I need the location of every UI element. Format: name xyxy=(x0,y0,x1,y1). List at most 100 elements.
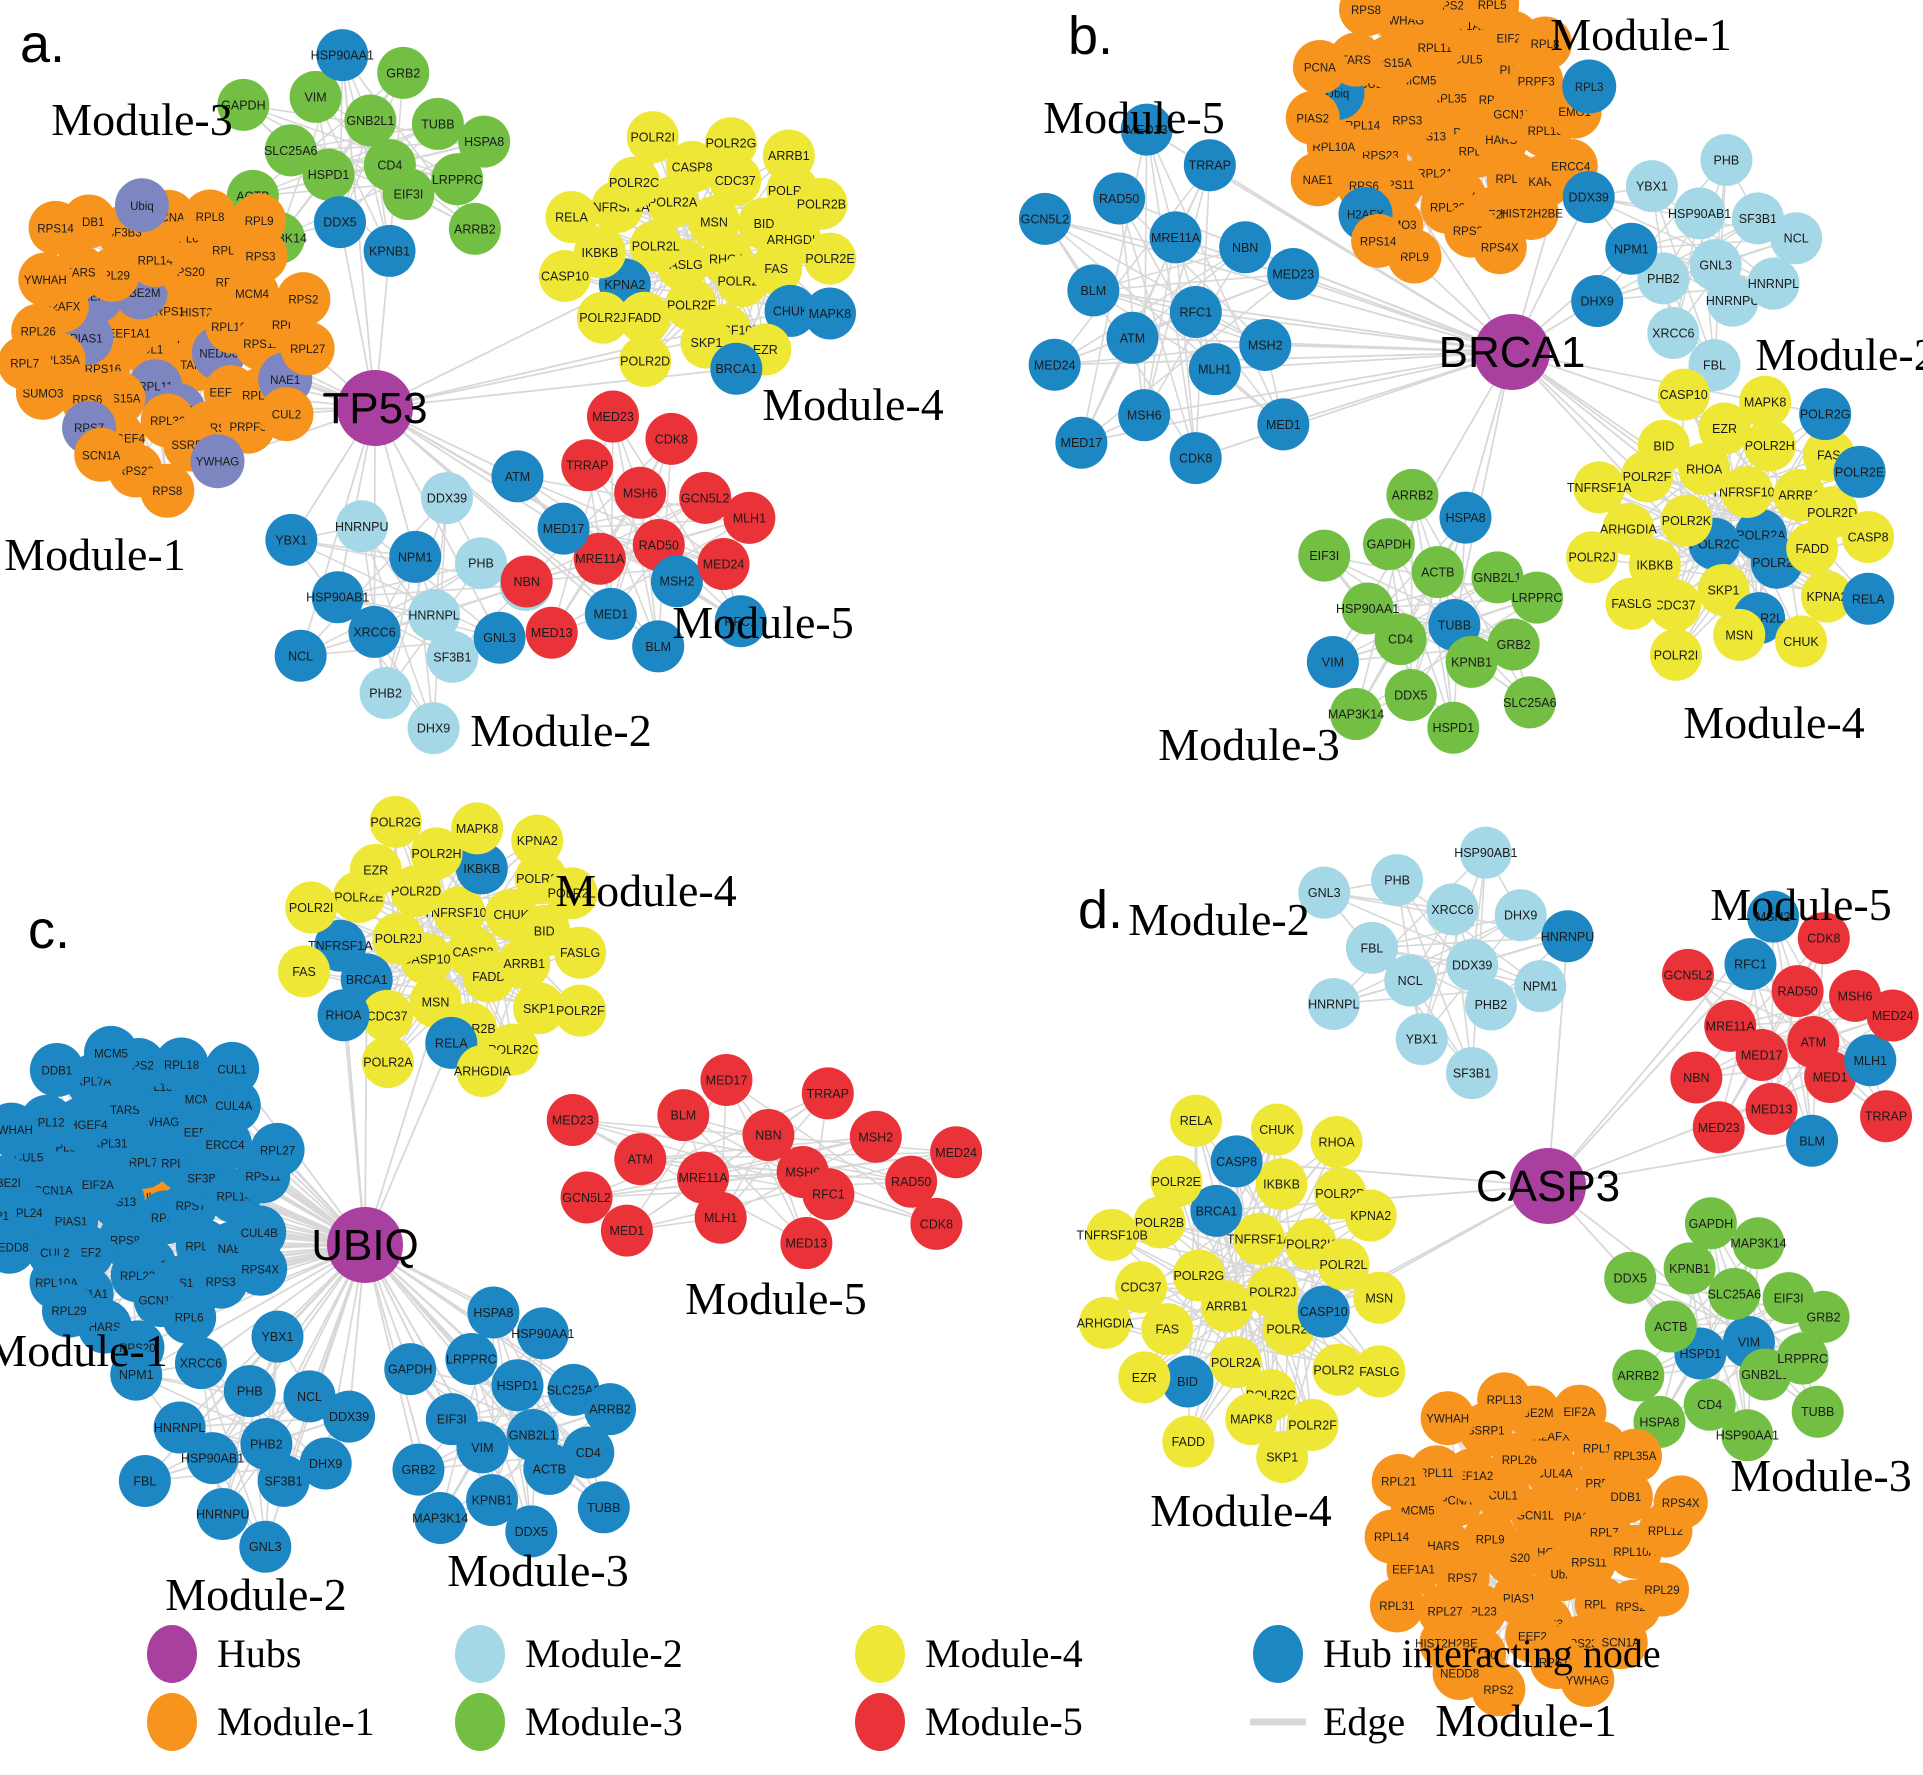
node-circle[interactable] xyxy=(1225,1393,1278,1446)
node-circle[interactable] xyxy=(174,1337,227,1390)
node-RHOA[interactable]: RHOA xyxy=(317,989,370,1042)
node-circle[interactable] xyxy=(344,94,397,147)
node-DDX5[interactable]: DDX5 xyxy=(313,196,366,249)
node-TUBB[interactable]: TUBB xyxy=(577,1481,630,1534)
node-circle[interactable] xyxy=(561,439,614,492)
node-NCL[interactable]: NCL xyxy=(274,629,327,682)
node-circle[interactable] xyxy=(1209,1336,1262,1389)
node-circle[interactable] xyxy=(1776,1332,1829,1385)
node-circle[interactable] xyxy=(458,115,511,168)
node-SKP1[interactable]: SKP1 xyxy=(512,982,565,1035)
node-circle[interactable] xyxy=(1339,0,1394,37)
node-circle[interactable] xyxy=(1411,546,1464,599)
node-EIF2A[interactable]: EIF2A xyxy=(1552,1384,1607,1439)
node-circle[interactable] xyxy=(84,1025,139,1080)
node-circle[interactable] xyxy=(1055,416,1108,469)
node-circle[interactable] xyxy=(0,1188,18,1242)
node-circle[interactable] xyxy=(1724,938,1777,991)
node-circle[interactable] xyxy=(389,530,442,583)
node-LRPPRC[interactable]: LRPPRC xyxy=(431,153,484,206)
node-circle[interactable] xyxy=(803,287,856,340)
node-circle[interactable] xyxy=(600,1204,653,1257)
node-DDB1[interactable]: DDB1 xyxy=(29,1042,84,1097)
node-RELA[interactable]: RELA xyxy=(1170,1094,1223,1147)
node-circle[interactable] xyxy=(1745,1082,1798,1135)
node-XRCC6[interactable]: XRCC6 xyxy=(174,1337,227,1390)
node-HSP90AB1[interactable]: HSP90AB1 xyxy=(181,1432,244,1485)
node-circle[interactable] xyxy=(1660,494,1713,547)
node-RAD50[interactable]: RAD50 xyxy=(1771,965,1824,1018)
node-circle[interactable] xyxy=(1571,275,1624,328)
node-circle[interactable] xyxy=(41,1283,96,1338)
node-NBN[interactable]: NBN xyxy=(1670,1051,1723,1104)
node-circle[interactable] xyxy=(1161,1355,1214,1408)
node-PHB2[interactable]: PHB2 xyxy=(359,666,412,719)
node-HSP90AA1[interactable]: HSP90AA1 xyxy=(1716,1409,1779,1462)
node-circle[interactable] xyxy=(573,532,626,585)
node-circle[interactable] xyxy=(1267,248,1320,301)
node-circle[interactable] xyxy=(1602,503,1655,556)
node-circle[interactable] xyxy=(1345,921,1398,974)
node-circle[interactable] xyxy=(1298,529,1351,582)
node-circle[interactable] xyxy=(1573,461,1626,514)
node-IKBKB[interactable]: IKBKB xyxy=(1255,1158,1308,1211)
node-FBL[interactable]: FBL xyxy=(118,1454,171,1507)
node-POLR2L[interactable]: POLR2L xyxy=(1317,1238,1370,1291)
node-HSPD1[interactable]: HSPD1 xyxy=(302,148,355,201)
node-circle[interactable] xyxy=(28,200,83,255)
node-RPL13[interactable]: RPL13 xyxy=(1477,1372,1532,1427)
node-ACTB[interactable]: ACTB xyxy=(1411,546,1464,599)
node-circle[interactable] xyxy=(425,1393,478,1446)
node-NPM1[interactable]: NPM1 xyxy=(110,1348,163,1401)
node-circle[interactable] xyxy=(1732,1217,1785,1270)
node-SCN1A[interactable]: SCN1A xyxy=(1593,1615,1648,1670)
node-circle[interactable] xyxy=(546,1093,599,1146)
node-DDX5[interactable]: DDX5 xyxy=(1604,1251,1657,1304)
node-circle[interactable] xyxy=(1330,688,1383,741)
node-CDK8[interactable]: CDK8 xyxy=(1797,912,1850,965)
node-circle[interactable] xyxy=(1708,1267,1761,1320)
node-circle[interactable] xyxy=(1673,187,1726,240)
node-circle[interactable] xyxy=(804,232,857,285)
node-MRE11A[interactable]: MRE11A xyxy=(1704,999,1757,1052)
node-GRB2[interactable]: GRB2 xyxy=(1487,618,1540,671)
hub-circle[interactable] xyxy=(1510,1148,1586,1224)
node-circle[interactable] xyxy=(525,606,578,659)
node-circle[interactable] xyxy=(18,252,73,307)
node-circle[interactable] xyxy=(1317,1238,1370,1291)
node-BLM[interactable]: BLM xyxy=(1067,264,1120,317)
node-RPL5[interactable]: RPL5 xyxy=(1465,0,1520,32)
node-circle[interactable] xyxy=(186,1432,239,1485)
node-TNFRSF10B[interactable]: TNFRSF10B xyxy=(1076,1208,1148,1261)
node-circle[interactable] xyxy=(1747,890,1800,943)
node-circle[interactable] xyxy=(382,168,435,221)
node-circle[interactable] xyxy=(217,78,270,131)
node-POLR2H[interactable]: POLR2H xyxy=(1312,1343,1365,1396)
node-TRRAP[interactable]: TRRAP xyxy=(1183,139,1236,192)
node-circle[interactable] xyxy=(280,321,335,376)
node-DDX39[interactable]: DDX39 xyxy=(323,1390,376,1443)
node-circle[interactable] xyxy=(538,250,591,303)
node-RPL9[interactable]: RPL9 xyxy=(232,193,287,248)
node-circle[interactable] xyxy=(410,827,463,880)
node-RFC1[interactable]: RFC1 xyxy=(802,1168,855,1221)
node-circle[interactable] xyxy=(1233,1212,1286,1265)
node-circle[interactable] xyxy=(1219,221,1272,274)
node-SF3B1[interactable]: SF3B1 xyxy=(1731,192,1784,245)
node-FAS[interactable]: FAS xyxy=(278,945,331,998)
node-MRE11A[interactable]: MRE11A xyxy=(1149,211,1202,264)
node-circle[interactable] xyxy=(1362,518,1415,571)
node-MLH1[interactable]: MLH1 xyxy=(1844,1034,1897,1087)
node-circle[interactable] xyxy=(1446,939,1499,991)
node-MED23[interactable]: MED23 xyxy=(1267,248,1320,301)
node-MED23[interactable]: MED23 xyxy=(586,390,639,443)
node-circle[interactable] xyxy=(1369,1578,1424,1633)
node-circle[interactable] xyxy=(576,291,629,344)
node-CDK8[interactable]: CDK8 xyxy=(910,1197,963,1250)
node-TNFRSF10B[interactable]: TNFRSF10B xyxy=(423,886,495,939)
node-KPNA2[interactable]: KPNA2 xyxy=(1344,1189,1397,1242)
node-MED1[interactable]: MED1 xyxy=(584,587,637,640)
node-circle[interactable] xyxy=(1494,889,1547,942)
node-circle[interactable] xyxy=(1653,1475,1708,1530)
node-RPL6[interactable]: RPL6 xyxy=(162,1290,217,1345)
